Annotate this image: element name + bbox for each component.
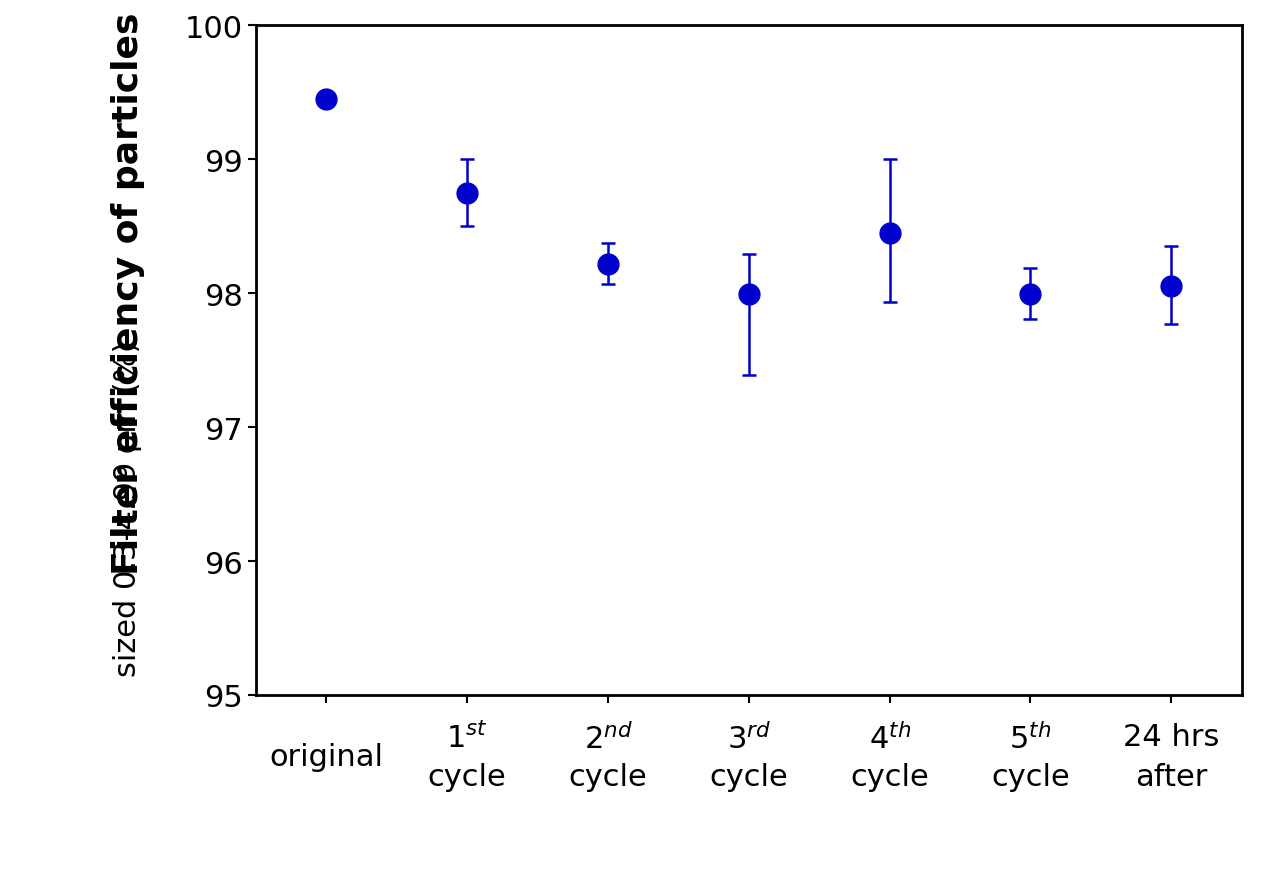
Text: cycle: cycle: [709, 762, 788, 791]
Text: cycle: cycle: [568, 762, 648, 791]
Text: 5$^{th}$: 5$^{th}$: [1010, 722, 1051, 754]
Text: original: original: [269, 742, 384, 771]
Text: 24 hrs: 24 hrs: [1123, 722, 1220, 751]
Text: 2$^{nd}$: 2$^{nd}$: [584, 722, 632, 754]
Text: cycle: cycle: [850, 762, 929, 791]
Text: 4$^{th}$: 4$^{th}$: [869, 722, 910, 754]
Text: cycle: cycle: [428, 762, 507, 791]
Text: after: after: [1135, 762, 1207, 791]
Text: sized 0.3-4.99 μm (%): sized 0.3-4.99 μm (%): [114, 340, 142, 676]
Text: 3$^{rd}$: 3$^{rd}$: [727, 722, 771, 754]
Text: Filter efficiency of particles: Filter efficiency of particles: [111, 13, 145, 574]
Text: cycle: cycle: [991, 762, 1070, 791]
Text: 1$^{st}$: 1$^{st}$: [447, 722, 488, 753]
